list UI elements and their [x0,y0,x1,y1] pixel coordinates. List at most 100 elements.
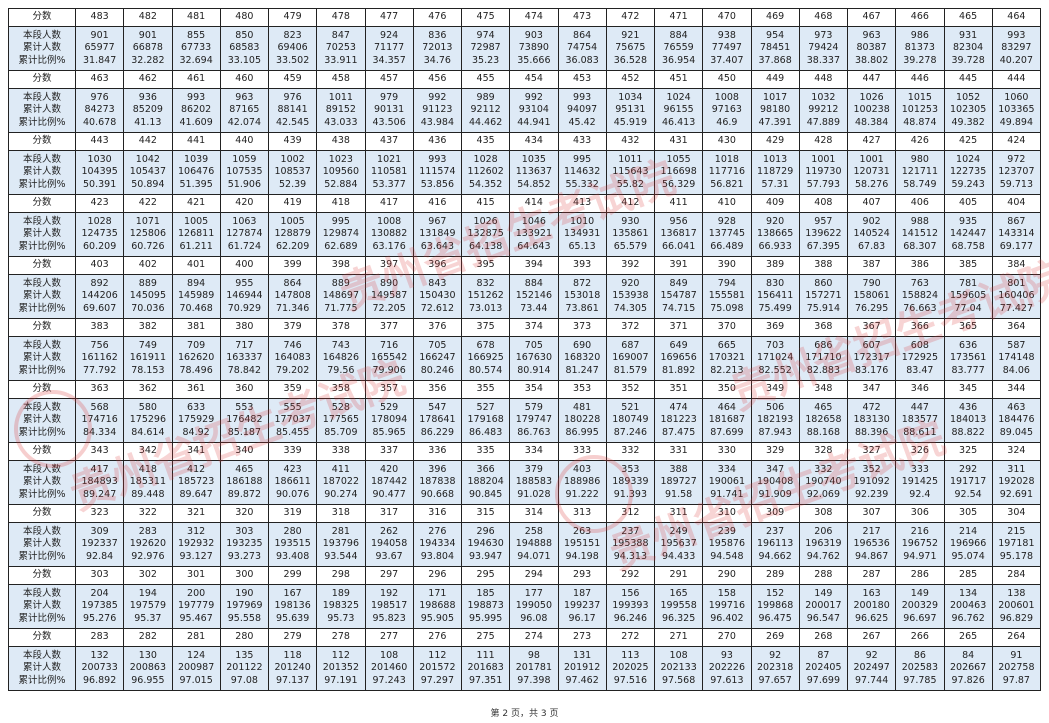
ratio-value: 94.867 [855,550,889,562]
ratio-value: 38.802 [855,54,889,66]
score-cell: 272 [605,628,656,647]
cumulative-value: 200463 [949,600,987,612]
score-cell: 355 [460,380,511,399]
count-value: 993 [428,153,447,165]
cumulative-value: 170321 [708,352,745,364]
ratio-value: 93.544 [324,550,358,562]
count-value: 1071 [135,215,160,227]
score-cell: 385 [943,256,993,275]
score-label: 分数 [8,132,76,151]
ratio-value: 92.691 [999,488,1033,500]
cumulative-value: 153018 [563,290,601,302]
stats-cell: 527 179168 86.483 [460,398,511,443]
ratio-value: 96.762 [951,612,985,624]
cumulative-value: 84273 [84,104,115,116]
score-cell: 425 [943,132,993,151]
ratio-value: 95.276 [83,612,117,624]
count-value: 553 [235,401,254,413]
ratio-value: 64.138 [469,240,503,252]
cumulative-value: 196752 [901,538,938,550]
stats-cell: 165 199558 96.325 [653,584,704,629]
count-value: 894 [187,277,206,289]
stats-cell: 902 140524 67.83 [846,212,897,257]
count-value: 1028 [473,153,498,165]
count-value: 633 [187,401,206,413]
ratio-value: 94.548 [710,550,744,562]
stats-cell: 1010 134931 65.13 [557,212,607,257]
stats-cell: 587 174148 84.06 [991,336,1042,381]
score-cell: 342 [123,442,173,461]
count-value: 1005 [280,215,305,227]
ratio-value: 80.574 [469,364,503,376]
stats-cell: 967 131849 63.643 [412,212,463,257]
score-cell: 433 [557,132,607,151]
stats-cell: 993 111574 53.856 [412,150,463,195]
ratio-value: 51.395 [179,178,213,190]
score-cell: 271 [653,628,704,647]
stats-cell: 215 197181 95.178 [991,522,1042,567]
ratio-value: 76.663 [903,302,937,314]
cumulative-value: 184013 [949,414,987,426]
score-cell: 377 [364,318,414,337]
stats-cell: 1011 89152 43.033 [316,88,366,133]
score-cell: 453 [557,70,607,89]
count-value: 91 [1010,649,1023,661]
stats-row: 本段人数 累计人数 累计比例% 756 161162 77.792 749 161911 78.… [8,336,1042,381]
score-cell: 313 [557,504,607,523]
count-value: 756 [90,339,109,351]
score-cell: 302 [123,566,173,585]
cumulative-value: 201683 [467,662,504,674]
stats-cell: 993 86202 41.609 [171,88,221,133]
cumulative-value: 100238 [853,104,890,116]
stats-cell: 955 146944 70.929 [219,274,270,319]
score-cell: 478 [316,8,366,27]
ratio-value: 88.396 [855,426,889,438]
stats-cell: 309 192337 92.84 [74,522,125,567]
stats-cell: 894 145989 70.468 [171,274,221,319]
count-value: 665 [717,339,736,351]
count-value: 417 [90,463,109,475]
stats-cell: 167 198136 95.639 [267,584,318,629]
count-value: 1026 [473,215,498,227]
stats-cell: 832 151262 73.013 [460,274,511,319]
score-row: 分数 443 442 441 440 439 438 437 436 435 434 433 432 43… [8,132,1042,151]
score-cell: 461 [171,70,221,89]
cumulative-value: 180228 [563,414,601,426]
stats-cell: 239 195876 94.548 [702,522,752,567]
count-label: 本段人数 [22,463,61,475]
cumulative-value: 103365 [998,104,1035,116]
ratio-value: 93.804 [420,550,454,562]
ratio-value: 96.625 [855,612,889,624]
count-value: 716 [380,339,399,351]
ratio-value: 38.337 [806,54,840,66]
score-cell: 384 [991,256,1042,275]
score-cell: 268 [798,628,849,647]
stats-cell: 1021 110581 53.377 [364,150,414,195]
ratio-value: 96.829 [999,612,1033,624]
ratio-value: 86.483 [469,426,503,438]
score-cell: 273 [557,628,607,647]
score-cell: 318 [316,504,366,523]
ratio-value: 87.246 [613,426,647,438]
ratio-value: 91.58 [665,488,693,500]
ratio-value: 97.744 [855,674,889,686]
score-cell: 330 [702,442,752,461]
cumulative-value: 187442 [370,476,408,488]
score-cell: 450 [702,70,752,89]
count-value: 1010 [570,215,595,227]
stats-row: 本段人数 累计人数 累计比例% 309 192337 92.84 283 192620 92.9… [8,522,1042,567]
cumulative-value: 93104 [518,104,549,116]
score-cell: 404 [991,194,1042,213]
cumulative-value: 156411 [756,290,794,302]
stats-cell: 992 91123 43.984 [412,88,463,133]
score-cell: 373 [557,318,607,337]
score-label: 分数 [8,628,76,647]
score-cell: 366 [895,318,945,337]
cumulative-value: 202405 [805,662,842,674]
stats-cell: 1008 97163 46.9 [702,88,752,133]
ratio-value: 88.168 [806,426,840,438]
ratio-value: 54.352 [469,178,503,190]
score-cell: 300 [219,566,270,585]
ratio-value: 95.73 [327,612,355,624]
count-value: 281 [331,525,350,537]
